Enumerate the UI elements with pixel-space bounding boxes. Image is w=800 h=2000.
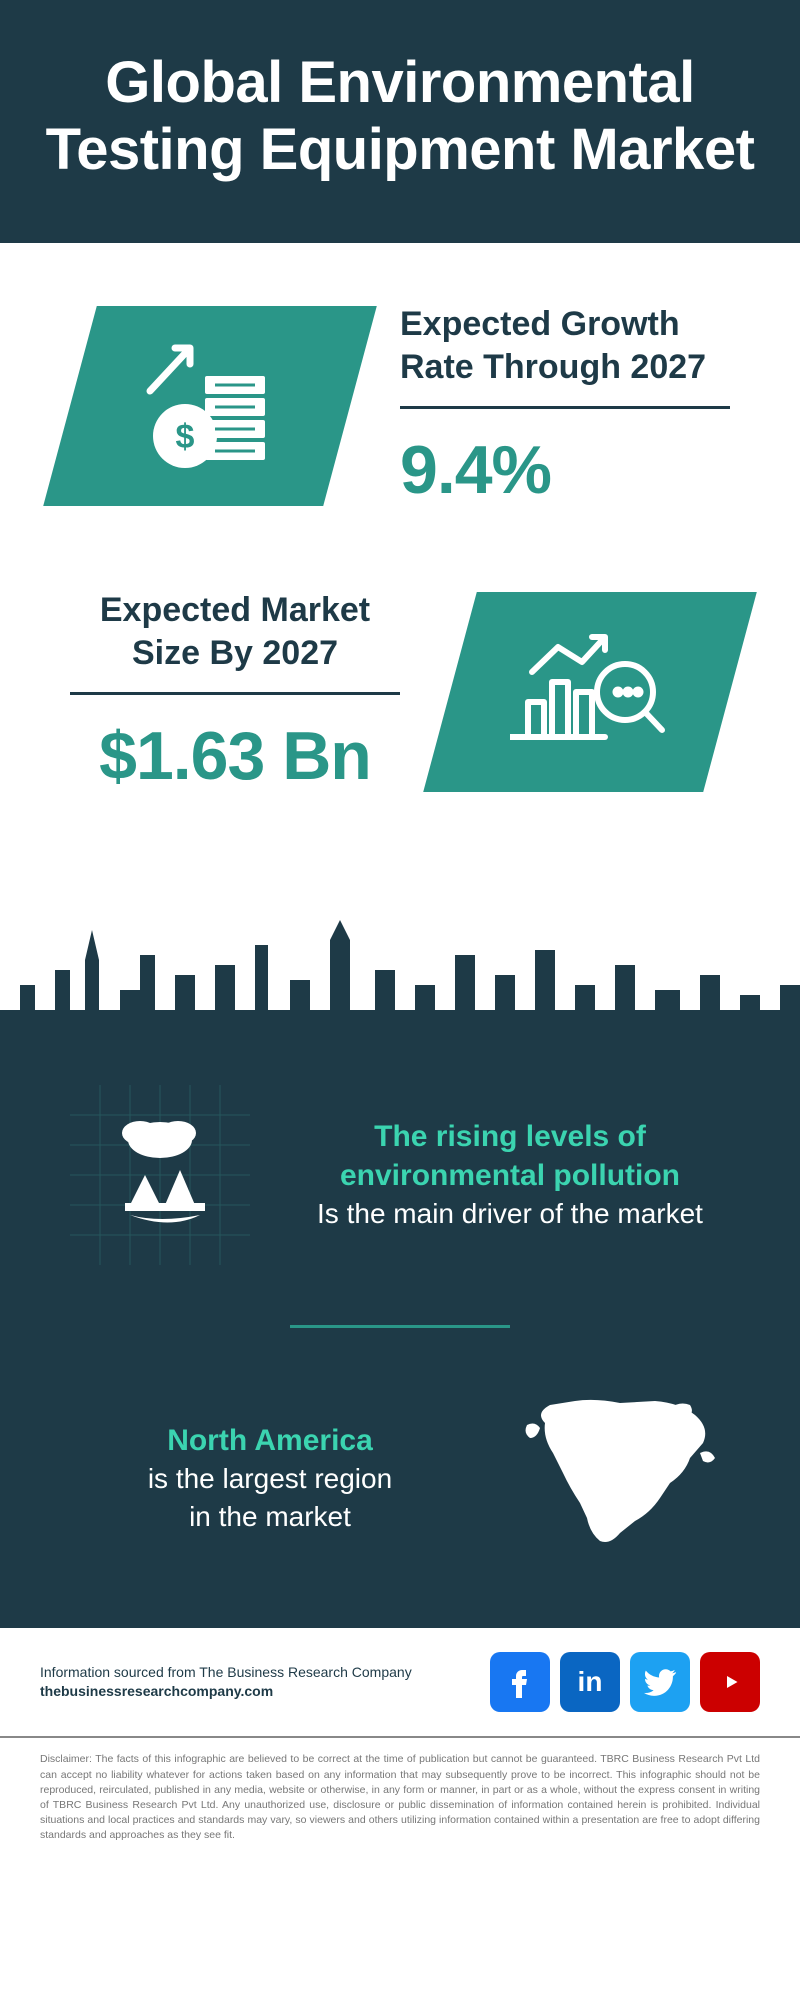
stat-label: Expected Growth Rate Through 2027	[400, 303, 730, 388]
region-highlight: North America	[70, 1421, 470, 1460]
twitter-icon[interactable]	[630, 1652, 690, 1712]
stat-text: Expected Market Size By 2027 $1.63 Bn	[70, 589, 400, 795]
driver-text: The rising levels of environmental pollu…	[290, 1117, 730, 1233]
stat-icon-tile: $	[70, 306, 350, 506]
linkedin-icon[interactable]: in	[560, 1652, 620, 1712]
driver-block: The rising levels of environmental pollu…	[70, 1085, 730, 1265]
page-title: Global Environmental Testing Equipment M…	[40, 50, 760, 183]
region-text: North America is the largest region in t…	[70, 1421, 470, 1536]
social-icons: in	[490, 1652, 760, 1712]
stat-text: Expected Growth Rate Through 2027 9.4%	[400, 303, 730, 509]
svg-text:$: $	[176, 418, 195, 456]
stat-row-market-size: Expected Market Size By 2027 $1.63 Bn	[70, 589, 730, 795]
pollution-icon	[70, 1085, 250, 1265]
youtube-icon[interactable]	[700, 1652, 760, 1712]
footer: Information sourced from The Business Re…	[0, 1628, 800, 1738]
divider	[70, 692, 400, 695]
region-subtext-2: in the market	[70, 1498, 470, 1536]
skyline-graphic	[0, 915, 800, 1055]
stats-section: $ Expected Growth Rate Through 2027 9.4%	[0, 243, 800, 915]
footer-source: Information sourced from The Business Re…	[40, 1663, 412, 1702]
north-america-map	[510, 1388, 730, 1568]
money-growth-icon: $	[70, 306, 350, 506]
region-subtext-1: is the largest region	[70, 1460, 470, 1498]
stat-label: Expected Market Size By 2027	[70, 589, 400, 674]
disclaimer: Disclaimer: The facts of this infographi…	[0, 1738, 800, 1883]
driver-highlight: The rising levels of environmental pollu…	[290, 1117, 730, 1195]
stat-row-growth: $ Expected Growth Rate Through 2027 9.4%	[70, 303, 730, 509]
driver-subtext: Is the main driver of the market	[290, 1195, 730, 1233]
stat-icon-tile	[450, 592, 730, 792]
chart-magnify-icon	[450, 592, 730, 792]
stat-value: $1.63 Bn	[70, 717, 400, 795]
divider	[400, 406, 730, 409]
region-block: North America is the largest region in t…	[70, 1388, 730, 1568]
source-line: Information sourced from The Business Re…	[40, 1663, 412, 1683]
source-url: thebusinessresearchcompany.com	[40, 1682, 412, 1702]
divider	[290, 1325, 510, 1328]
facebook-icon[interactable]	[490, 1652, 550, 1712]
stat-value: 9.4%	[400, 431, 730, 509]
header: Global Environmental Testing Equipment M…	[0, 0, 800, 243]
drivers-section: The rising levels of environmental pollu…	[0, 1055, 800, 1628]
